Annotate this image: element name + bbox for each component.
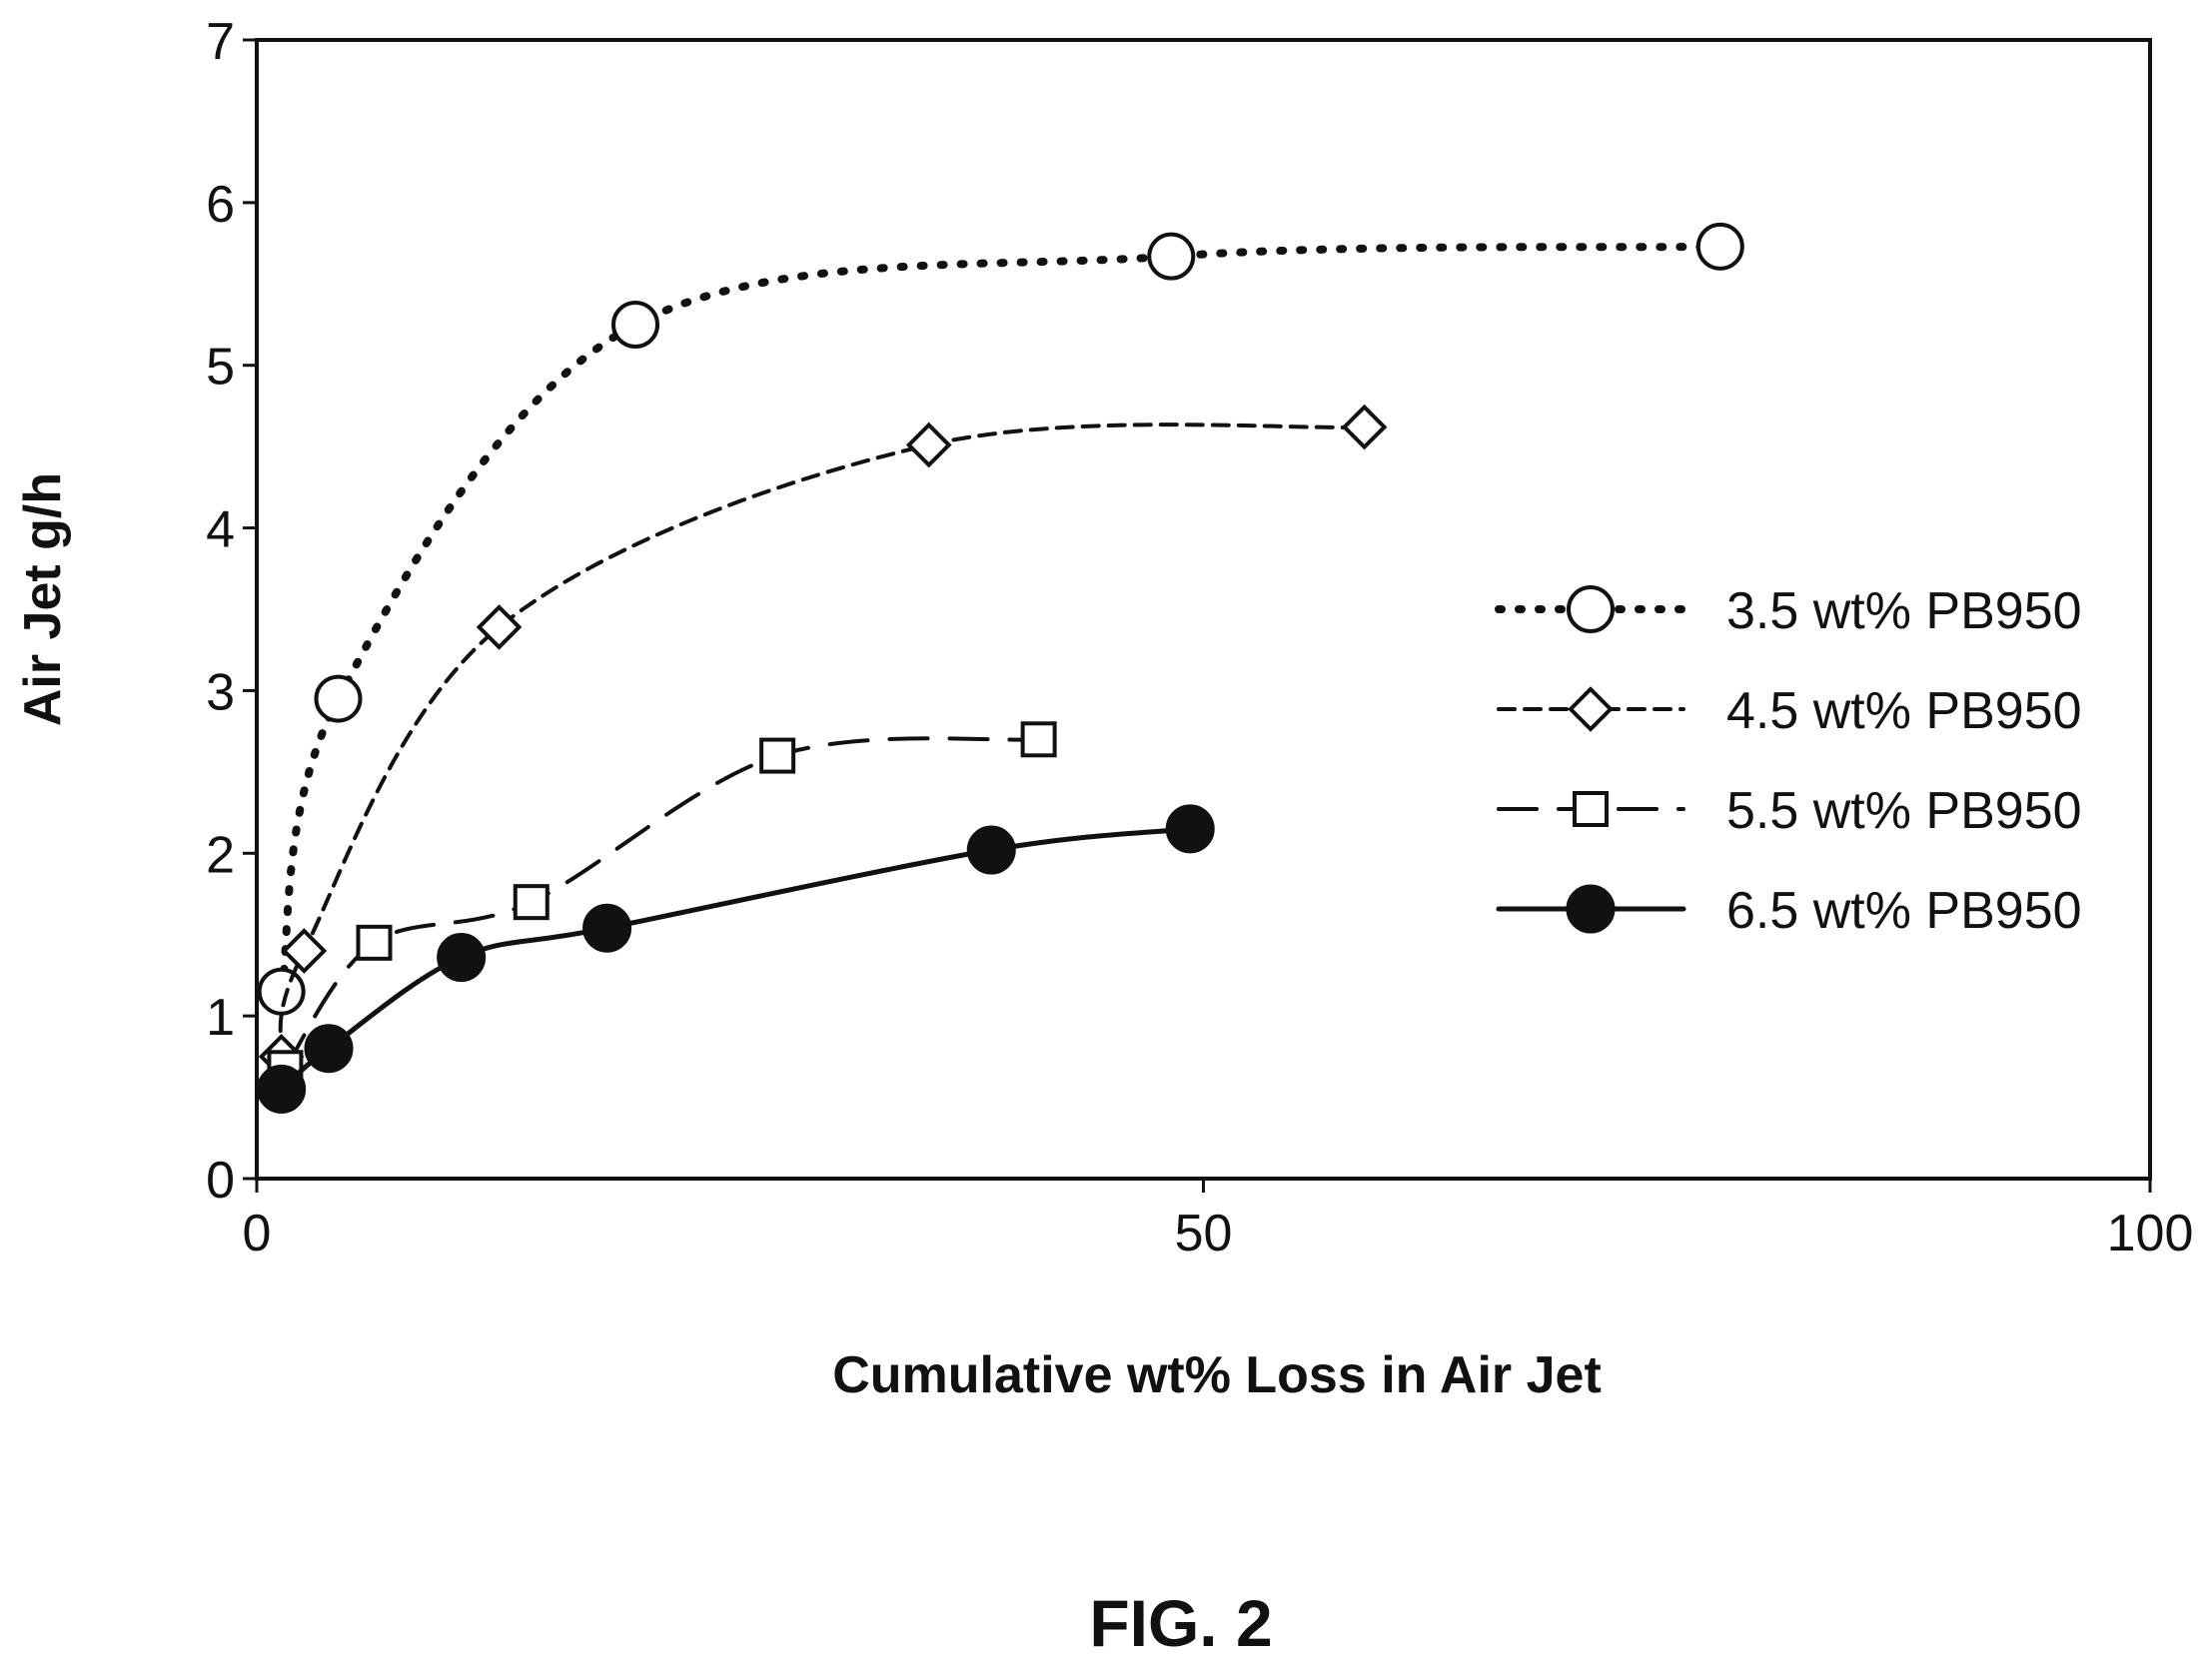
legend-label: 5.5 wt% PB950 <box>1726 782 2082 840</box>
y-tick-label: 4 <box>206 501 235 559</box>
data-point <box>257 967 306 1016</box>
legend-entry: 6.5 wt% PB950 <box>1496 882 2082 940</box>
x-tick-label: 0 <box>243 1205 272 1262</box>
data-point <box>314 674 363 723</box>
legend-entry: 3.5 wt% PB950 <box>1495 582 2082 640</box>
x-tick-label: 50 <box>1175 1205 1233 1262</box>
data-point <box>1147 232 1196 281</box>
data-point <box>611 301 659 349</box>
legend-marker <box>1567 585 1615 633</box>
x-axis-title: Cumulative wt% Loss in Air Jet <box>832 1346 1602 1404</box>
legend-label: 6.5 wt% PB950 <box>1726 882 2082 940</box>
legend-label: 3.5 wt% PB950 <box>1726 582 2082 640</box>
y-tick-label: 1 <box>206 989 235 1047</box>
data-point <box>281 928 328 974</box>
data-point <box>1695 222 1744 271</box>
data-point <box>1020 721 1057 758</box>
data-point <box>476 604 523 650</box>
data-point <box>513 884 550 921</box>
y-axis-title: Air Jet g/h <box>14 472 72 726</box>
data-point <box>356 924 393 961</box>
y-axis-ticks: 0 1 2 3 4 5 6 7 <box>206 13 257 1210</box>
series-4 <box>257 804 1215 1114</box>
series-line <box>277 242 1724 996</box>
data-point <box>1165 804 1215 854</box>
series-3 <box>267 721 1057 1087</box>
data-point <box>759 737 796 774</box>
x-axis-ticks: 0 50 100 <box>243 1179 2194 1262</box>
series-layer <box>257 222 1744 1114</box>
data-point <box>437 933 487 983</box>
legend-entry: 5.5 wt% PB950 <box>1497 782 2082 840</box>
series-2 <box>258 404 1388 1080</box>
y-tick-label: 6 <box>206 176 235 234</box>
legend-marker <box>1566 884 1616 934</box>
data-point <box>905 421 952 468</box>
x-tick-label: 100 <box>2107 1205 2194 1262</box>
y-tick-label: 5 <box>206 339 235 397</box>
legend-marker <box>1568 686 1614 732</box>
y-tick-label: 3 <box>206 663 235 721</box>
data-point <box>257 1064 307 1114</box>
data-point <box>304 1024 354 1074</box>
y-tick-label: 0 <box>206 1152 235 1210</box>
data-point <box>966 825 1016 875</box>
figure-caption: FIG. 2 <box>1089 1586 1272 1660</box>
legend-marker <box>1573 791 1609 827</box>
y-tick-label: 2 <box>206 826 235 884</box>
data-point <box>1341 404 1388 450</box>
series-line <box>279 826 1193 1092</box>
legend-entry: 4.5 wt% PB950 <box>1497 682 2082 740</box>
legend: 3.5 wt% PB950 4.5 wt% PB950 5.5 wt% PB950 6… <box>1495 582 2082 940</box>
series-line <box>283 736 1041 1071</box>
y-tick-label: 7 <box>206 13 235 71</box>
series-1 <box>257 222 1744 1016</box>
legend-label: 4.5 wt% PB950 <box>1726 682 2082 740</box>
data-point <box>582 903 632 953</box>
